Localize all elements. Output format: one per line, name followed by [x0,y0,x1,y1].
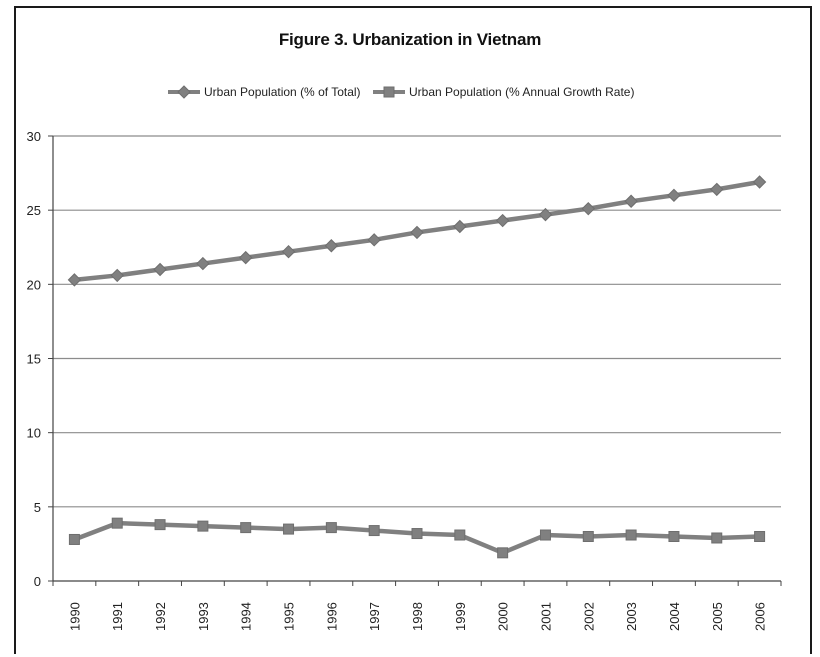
data-point-square [411,528,423,540]
x-tick-label: 1994 [239,602,254,631]
data-point-diamond [324,239,339,253]
y-tick-label: 25 [27,203,41,218]
data-point-diamond [752,175,767,189]
data-point-square [240,522,252,534]
data-point-square [68,533,80,545]
data-point-square [383,86,395,98]
x-tick-label: 1999 [453,602,468,631]
y-tick-label: 20 [27,277,41,292]
x-tick-label: 2006 [753,602,768,631]
x-tick-label: 1990 [67,602,82,631]
x-tick-label: 2000 [496,602,511,631]
x-tick-label: 2003 [624,602,639,631]
data-point-square [582,531,594,542]
x-tick-label: 1993 [196,602,211,631]
x-tick-label: 1997 [367,602,382,631]
data-point-diamond [177,85,191,99]
data-point-diamond [238,250,253,265]
data-point-diamond [153,262,167,277]
data-point-diamond [410,225,424,240]
data-point-diamond [667,188,681,203]
data-point-square [197,520,209,532]
chart-title: Figure 3. Urbanization in Vietnam [278,30,542,49]
data-point-square [754,531,766,542]
data-point-square [711,532,723,544]
legend-label: Urban Population (% of Total) [204,85,361,99]
y-tick-label: 10 [27,426,41,441]
data-point-diamond [710,182,724,197]
data-point-square [497,547,509,559]
y-tick-label: 5 [34,500,41,515]
x-tick-label: 2002 [581,602,596,631]
data-point-diamond [196,256,210,271]
series-layer [67,175,767,559]
series-2 [68,517,766,559]
series-1 [67,175,767,287]
y-tick-label: 15 [27,352,41,367]
legend: Urban Population (% of Total) Urban Popul… [168,85,634,99]
data-point-diamond [281,244,296,259]
data-point-square [111,517,123,529]
data-point-square [539,529,551,541]
x-tick-label: 1991 [110,602,125,631]
data-point-diamond [495,213,510,228]
data-point-diamond [110,268,124,283]
legend-label: Urban Population (% Annual Growth Rate) [409,85,634,99]
x-tick-label: 2004 [667,602,682,631]
data-point-diamond [367,233,381,247]
data-point-diamond [581,201,596,216]
x-tick-label: 2005 [710,602,725,631]
x-tick-label: 2001 [538,602,553,631]
data-point-diamond [453,219,467,234]
data-point-diamond [624,194,638,208]
data-point-square [668,531,680,542]
legend-item-1: Urban Population (% of Total) [168,85,361,99]
data-point-square [368,525,380,537]
legend-item-2: Urban Population (% Annual Growth Rate) [373,85,634,99]
x-tick-label: 1996 [324,602,339,631]
chart-frame [14,6,812,654]
data-point-diamond [67,273,82,287]
x-tick-label: 1995 [282,602,297,631]
data-point-square [154,519,166,531]
y-tick-label: 0 [34,574,41,589]
data-point-square [625,529,637,541]
data-point-square [454,529,466,541]
axes: 0 5 10 15 20 25 30 1990 1991 1992 1993 1994 1995 1996… [27,129,782,631]
data-point-square [283,523,295,535]
x-tick-label: 1998 [410,602,425,631]
x-tick-label: 1992 [153,602,168,631]
data-point-diamond [538,207,553,222]
data-point-square [325,522,337,534]
y-tick-label: 30 [27,129,41,144]
gridlines [53,135,781,508]
